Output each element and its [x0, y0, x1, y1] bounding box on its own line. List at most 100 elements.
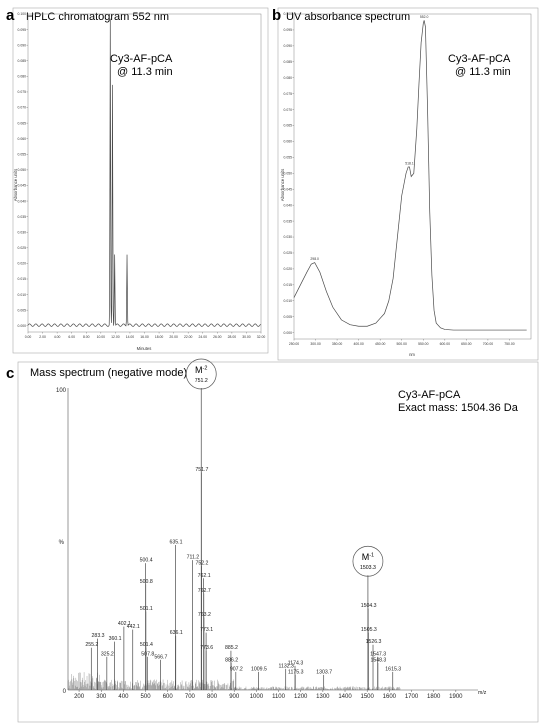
panel-b-y-tick-label: 0.080 [284, 76, 293, 80]
panel-c-peak-label: 501.1 [140, 606, 153, 612]
panel-b-x-tick-label: 550.00 [418, 342, 428, 346]
panel-a-x-label: Minutes [137, 346, 152, 351]
panel-a-y-ticks: 0.000 0.005 0.010 0.015 0.020 0.025 0.030 0.035… [18, 12, 28, 328]
panel-a-y-tick-label: 0.080 [18, 75, 27, 79]
panel-a-y-tick-label: 0.100 [18, 12, 27, 16]
panel-c-x-tick-label: 500 [141, 694, 152, 700]
panel-c-x-tick-label: 700 [185, 694, 196, 700]
panel-c-letter: c [6, 365, 14, 382]
panel-a-y-tick-label: 0.095 [18, 28, 27, 32]
panel-a-letter: a [6, 7, 15, 24]
panel-c-peak-label: 402.1 [118, 621, 131, 627]
panel-a-x-tick-label: 26.00 [213, 335, 222, 339]
panel-c-x-tick-label: 1000 [250, 694, 264, 700]
panel-c-peak-label: 1505.3 [361, 627, 377, 633]
panel-a-y-tick-label: 0.040 [18, 199, 27, 203]
panel-a-y-tick-label: 0.090 [18, 43, 27, 47]
panel-a-y-label: Absorbance units [13, 169, 18, 201]
panel-a: a HPLC chromatogram 552 nm Cy3-AF-pCA @ … [6, 7, 269, 354]
panel-c-x-tick-label: 300 [96, 694, 107, 700]
panel-c-peak-label: 501.4 [140, 642, 153, 648]
panel-b-y-tick-label: 0.060 [284, 140, 293, 144]
panel-b-y-tick-label: 0.090 [284, 44, 293, 48]
panel-c-peak-label: 773.1 [200, 627, 213, 633]
panel-c-ion-label: M-1 [362, 552, 374, 562]
panel-c-x-tick-label: 1200 [294, 694, 308, 700]
panel-b: b UV absorbance spectrum Cy3-AF-pCA @ 11… [272, 7, 539, 361]
panel-c-peak-label: 442.1 [127, 624, 140, 630]
panel-b-spectrum-line [293, 20, 527, 331]
panel-b-x-label: nm [409, 352, 415, 357]
panel-b-frame [277, 7, 539, 361]
panel-c-peak-label: 1504.3 [361, 603, 377, 609]
panel-b-y-tick-label: 0.030 [284, 235, 293, 239]
panel-c-peak-label: 360.1 [109, 636, 122, 642]
panel-a-y-tick-label: 0.010 [18, 293, 27, 297]
panel-c-peak-label: 500.4 [140, 558, 153, 564]
panel-c-compound: Cy3-AF-pCA [398, 389, 461, 401]
panel-b-y-tick-label: 0.015 [284, 283, 293, 287]
panel-a-y-tick-label: 0.000 [18, 324, 27, 328]
panel-b-y-tick-label: 0.000 [284, 331, 293, 335]
panel-b-y-tick-label: 0.010 [284, 299, 293, 303]
panel-b-title: UV absorbance spectrum [286, 11, 410, 23]
panel-c-x-tick-label: 1800 [427, 694, 441, 700]
panel-c-peak-label: 762.1 [198, 573, 211, 579]
panel-c-peak-label: 1132.3 [278, 663, 294, 669]
panel-b-y-label: Absorbance units [280, 169, 285, 201]
panel-b-retention: @ 11.3 min [455, 66, 511, 78]
panel-c-x-tick-label: 400 [118, 694, 129, 700]
panel-a-title: HPLC chromatogram 552 nm [26, 11, 169, 23]
panel-b-y-tick-label: 0.100 [284, 12, 293, 16]
panel-b-y-ticks: 0.000 0.005 0.010 0.015 0.020 0.025 0.030 0.035… [284, 12, 294, 335]
panel-c-x-tick-label: 800 [207, 694, 218, 700]
panel-c: c Mass spectrum (negative mode) Cy3-AF-p… [6, 358, 539, 723]
panel-b-x-tick-label: 450.00 [375, 342, 385, 346]
panel-a-y-tick-label: 0.065 [18, 121, 27, 125]
panel-a-y-tick-label: 0.015 [18, 277, 27, 281]
panel-b-compound: Cy3-AF-pCA [448, 53, 511, 65]
panel-b-x-tick-label: 650.00 [461, 342, 471, 346]
panel-b-peak-labels: 552.0 518.1 298.0 [310, 15, 428, 261]
panel-a-x-tick-label: 22.00 [184, 335, 193, 339]
panel-a-retention: @ 11.3 min [117, 66, 173, 78]
panel-c-peak-label: 1548.3 [370, 657, 386, 663]
panel-c-peak-label: 1615.3 [385, 666, 401, 672]
panel-b-plot-area [293, 13, 532, 340]
panel-c-ion-mz: 1503.3 [360, 565, 376, 571]
panel-c-x-tick-label: 200 [74, 694, 85, 700]
panel-a-x-tick-label: 10.00 [97, 335, 106, 339]
panel-a-x-tick-label: 8.00 [83, 335, 90, 339]
panel-c-x-tick-label: 1100 [272, 694, 286, 700]
panel-c-x-tick-label: 1600 [383, 694, 397, 700]
panel-c-peak-label: 325.2 [101, 651, 114, 657]
panel-b-y-tick-label: 0.035 [284, 219, 293, 223]
panel-a-x-tick-label: 30.00 [242, 335, 251, 339]
panel-c-noise [67, 672, 401, 690]
panel-b-x-tick-label: 350.00 [332, 342, 342, 346]
panel-a-y-tick-label: 0.055 [18, 152, 27, 156]
panel-c-x-tick-label: 1500 [361, 694, 375, 700]
panel-b-x-tick-label: 700.00 [483, 342, 493, 346]
panel-b-y-tick-label: 0.025 [284, 251, 293, 255]
panel-a-y-tick-label: 0.050 [18, 168, 27, 172]
panel-c-exact-mass: Exact mass: 1504.36 Da [398, 402, 519, 414]
panel-c-peak-label: 886.2 [225, 657, 238, 663]
panel-c-peak-label: 763.2 [198, 612, 211, 618]
panel-c-peak-label: 1175.3 [288, 669, 304, 675]
panel-c-x-tick-label: 1700 [405, 694, 419, 700]
panel-c-frame [17, 361, 539, 723]
panel-c-peak-label: 907.2 [230, 666, 243, 672]
panel-c-peak-label: 885.2 [225, 645, 238, 651]
panel-c-ion-circle [352, 545, 384, 577]
panel-c-peak-label: 752.2 [195, 561, 208, 567]
panel-a-x-tick-label: 4.00 [54, 335, 61, 339]
panel-c-peak-label: 255.2 [85, 642, 98, 648]
panel-a-y-tick-label: 0.045 [18, 184, 27, 188]
panel-b-x-tick-label: 250.00 [289, 342, 299, 346]
panel-c-ion-markers: M-2 751.2 M-1 1503.3 [185, 358, 384, 577]
panel-b-peak-label: 298.0 [310, 257, 319, 261]
panel-a-y-tick-label: 0.025 [18, 246, 27, 250]
panel-c-title: Mass spectrum (negative mode) [30, 367, 187, 379]
panel-c-y-0: 0 [63, 689, 67, 695]
